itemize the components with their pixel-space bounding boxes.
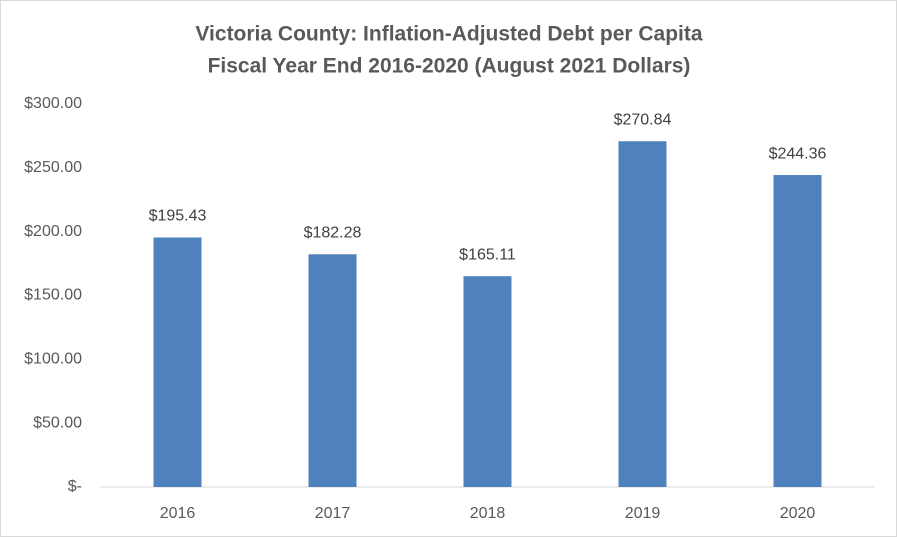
y-tick-label: $- [68,478,82,495]
x-tick-label: 2017 [315,505,351,522]
bar [463,276,512,487]
x-tick-label: 2019 [625,505,661,522]
bar [153,237,202,487]
data-label: $195.43 [149,208,207,225]
x-tick-label: 2016 [160,505,196,522]
x-tick-label: 2020 [780,505,816,522]
data-label: $182.28 [304,225,362,242]
data-label: $165.11 [459,246,516,263]
y-tick-label: $150.00 [24,287,82,304]
y-tick-label: $100.00 [24,351,82,368]
chart-subtitle: Fiscal Year End 2016-2020 (August 2021 D… [208,55,691,78]
bar [618,141,667,487]
y-tick-label: $250.00 [24,159,82,176]
bar [308,254,357,487]
y-tick-label: $50.00 [33,414,82,431]
chart-title: Victoria County: Inflation-Adjusted Debt… [195,23,702,46]
bar [773,175,822,487]
y-tick-label: $300.00 [24,95,82,112]
x-tick-label: 2018 [470,505,506,522]
data-label: $244.36 [769,145,827,162]
data-label: $270.84 [614,111,672,128]
y-tick-label: $200.00 [24,223,82,240]
